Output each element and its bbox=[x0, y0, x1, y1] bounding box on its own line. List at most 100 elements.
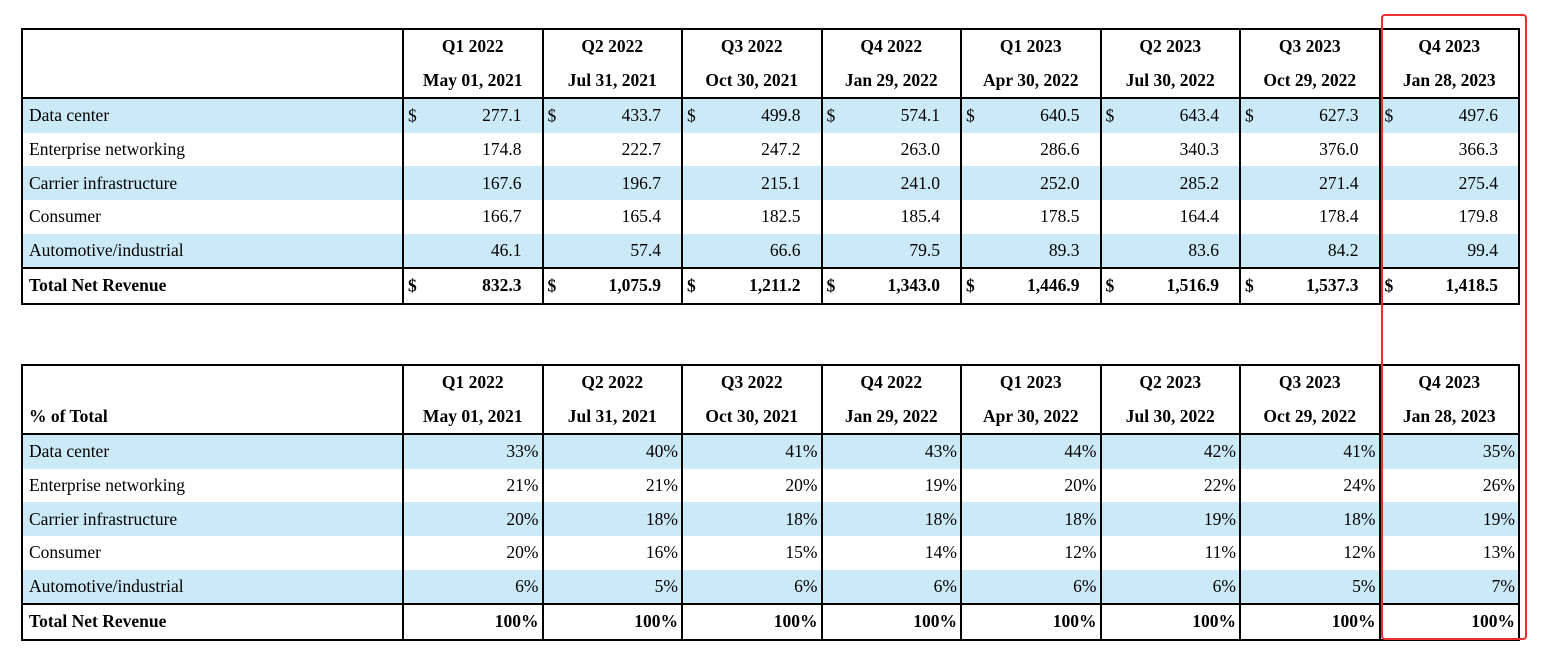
cell-value: 1,343.0 bbox=[887, 275, 941, 296]
value-cell: 89.3 bbox=[960, 233, 1101, 269]
currency-symbol: $ bbox=[687, 105, 696, 126]
value-cell: $277.1 bbox=[402, 98, 543, 133]
cell-value: 41% bbox=[1343, 441, 1376, 462]
cell-value: 1,446.9 bbox=[1027, 275, 1080, 296]
cell-value: 100% bbox=[494, 611, 539, 632]
cell-value: 574.1 bbox=[900, 105, 940, 126]
value-cell: 19% bbox=[1378, 502, 1520, 536]
value-cell: 166.7 bbox=[402, 199, 543, 234]
cell-value: 275.4 bbox=[1458, 172, 1498, 193]
cell-value: 6% bbox=[1073, 575, 1097, 596]
value-cell: 165.4 bbox=[541, 199, 682, 234]
cell-value: 241.0 bbox=[900, 172, 940, 193]
cell-value: 5% bbox=[1352, 575, 1376, 596]
cell-value: 167.6 bbox=[482, 172, 522, 193]
value-cell: 19% bbox=[820, 468, 961, 503]
cell-value: 83.6 bbox=[1188, 239, 1219, 260]
currency-symbol: $ bbox=[1384, 105, 1394, 126]
cell-value: 1,516.9 bbox=[1166, 275, 1220, 296]
value-cell: 18% bbox=[960, 502, 1101, 536]
value-cell: 42% bbox=[1099, 434, 1240, 469]
value-cell: 247.2 bbox=[681, 132, 822, 167]
cell-value: 174.8 bbox=[482, 139, 522, 160]
quarter-label: Q1 2023 bbox=[960, 28, 1101, 64]
value-cell: 19% bbox=[1099, 502, 1240, 536]
row-label: Enterprise networking bbox=[21, 468, 403, 503]
cell-value: 165.4 bbox=[621, 206, 661, 227]
currency-symbol: $ bbox=[966, 275, 975, 296]
value-cell: 100% bbox=[960, 603, 1101, 641]
table-row: Automotive/industrial 6% 5% 6% 6% 6% 6% 5% 7% bbox=[21, 569, 1520, 605]
cell-value: 1,075.9 bbox=[608, 275, 662, 296]
cell-value: 24% bbox=[1343, 475, 1376, 496]
cell-value: 11% bbox=[1204, 542, 1236, 563]
quarter-date: Jan 29, 2022 bbox=[820, 399, 961, 436]
quarter-label: Q1 2023 bbox=[960, 364, 1101, 400]
value-cell: $499.8 bbox=[681, 98, 822, 133]
quarter-date: Apr 30, 2022 bbox=[960, 399, 1101, 436]
row-label: Consumer bbox=[21, 535, 403, 570]
cell-value: 20% bbox=[785, 475, 818, 496]
row-label: Data center bbox=[21, 98, 403, 133]
cell-value: 640.5 bbox=[1040, 105, 1080, 126]
value-cell: $574.1 bbox=[820, 98, 961, 133]
cell-value: 43% bbox=[924, 441, 957, 462]
value-cell: 84.2 bbox=[1239, 233, 1380, 269]
cell-value: 6% bbox=[933, 575, 957, 596]
value-cell: 196.7 bbox=[541, 166, 682, 200]
value-cell: $643.4 bbox=[1099, 98, 1240, 133]
value-cell: 340.3 bbox=[1099, 132, 1240, 167]
table-row: Consumer 166.7 165.4 182.5 185.4 178.5 164.4 17… bbox=[21, 199, 1520, 234]
quarter-label: Q3 2023 bbox=[1239, 364, 1380, 400]
cell-value: 178.5 bbox=[1040, 206, 1080, 227]
row-label: Consumer bbox=[21, 199, 403, 234]
value-cell: 13% bbox=[1378, 535, 1520, 570]
header-blank bbox=[21, 63, 403, 100]
cell-value: 18% bbox=[785, 508, 818, 529]
value-cell: 18% bbox=[820, 502, 961, 536]
table-row: Consumer 20% 16% 15% 14% 12% 11% 12% 13% bbox=[21, 535, 1520, 570]
currency-symbol: $ bbox=[966, 105, 975, 126]
table-row: Carrier infrastructure 20% 18% 18% 18% 18% 19%… bbox=[21, 502, 1520, 536]
percent-of-total-table: Q1 2022 Q2 2022 Q3 2022 Q4 2022 Q1 2023 … bbox=[21, 364, 1520, 641]
row-label: Automotive/industrial bbox=[21, 233, 403, 269]
cell-value: 252.0 bbox=[1040, 172, 1080, 193]
row-label: Carrier infrastructure bbox=[21, 166, 403, 200]
quarter-label: Q3 2022 bbox=[681, 364, 822, 400]
value-cell: 12% bbox=[1239, 535, 1380, 570]
cell-value: 6% bbox=[515, 575, 539, 596]
cell-value: 7% bbox=[1491, 575, 1515, 596]
cell-value: 66.6 bbox=[769, 239, 801, 260]
value-cell: $627.3 bbox=[1239, 98, 1380, 133]
value-cell: 275.4 bbox=[1378, 166, 1520, 200]
value-cell: 14% bbox=[820, 535, 961, 570]
quarter-label: Q4 2023 bbox=[1378, 28, 1520, 64]
value-cell: 79.5 bbox=[820, 233, 961, 269]
cell-value: 16% bbox=[645, 542, 678, 563]
currency-symbol: $ bbox=[547, 275, 557, 296]
value-cell: $497.6 bbox=[1378, 98, 1520, 133]
cell-value: 18% bbox=[924, 508, 957, 529]
cell-value: 19% bbox=[1203, 508, 1236, 529]
cell-value: 497.6 bbox=[1458, 105, 1498, 126]
cell-value: 100% bbox=[913, 611, 957, 632]
currency-symbol: $ bbox=[826, 275, 836, 296]
value-cell: 21% bbox=[541, 468, 682, 503]
value-cell: $1,537.3 bbox=[1239, 267, 1380, 305]
cell-value: 40% bbox=[645, 441, 678, 462]
row-label: Enterprise networking bbox=[21, 132, 403, 167]
currency-symbol: $ bbox=[1105, 105, 1115, 126]
value-cell: 164.4 bbox=[1099, 199, 1240, 234]
value-cell: 100% bbox=[1378, 603, 1520, 641]
cell-value: 20% bbox=[506, 542, 539, 563]
quarter-label: Q2 2022 bbox=[541, 364, 682, 400]
cell-value: 100% bbox=[1331, 611, 1376, 632]
value-cell: 16% bbox=[541, 535, 682, 570]
cell-value: 44% bbox=[1064, 441, 1097, 462]
value-cell: 15% bbox=[681, 535, 822, 570]
cell-value: 247.2 bbox=[761, 139, 801, 160]
value-cell: 179.8 bbox=[1378, 199, 1520, 234]
date-header-row: May 01, 2021 Jul 31, 2021 Oct 30, 2021 J… bbox=[21, 63, 1520, 100]
value-cell: 6% bbox=[1099, 569, 1240, 605]
row-label: Data center bbox=[21, 434, 403, 469]
